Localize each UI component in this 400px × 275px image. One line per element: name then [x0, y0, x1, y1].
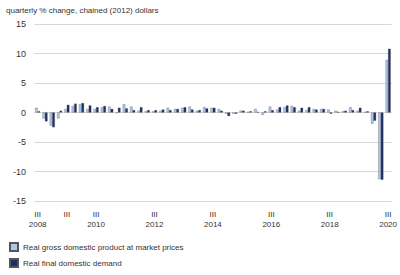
svg-text:III: III	[210, 210, 217, 219]
svg-text:III: III	[34, 210, 41, 219]
svg-text:0: 0	[21, 108, 26, 118]
svg-text:III: III	[93, 210, 100, 219]
svg-text:2010: 2010	[87, 220, 105, 229]
svg-text:-10: -10	[13, 167, 26, 177]
svg-text:2016: 2016	[262, 220, 280, 229]
svg-text:2008: 2008	[29, 220, 47, 229]
svg-text:2020: 2020	[379, 220, 397, 229]
svg-text:2018: 2018	[321, 220, 339, 229]
svg-text:15: 15	[16, 19, 26, 29]
svg-text:Real final domestic demand: Real final domestic demand	[23, 259, 122, 268]
svg-text:III: III	[385, 210, 392, 219]
svg-text:5: 5	[21, 78, 26, 88]
svg-text:-15: -15	[13, 196, 26, 206]
svg-text:2012: 2012	[146, 220, 164, 229]
svg-text:-5: -5	[18, 137, 26, 147]
svg-text:quarterly % change, chained (2: quarterly % change, chained (2012) dolla…	[6, 6, 159, 15]
svg-text:III: III	[64, 210, 71, 219]
svg-text:III: III	[268, 210, 275, 219]
svg-text:Real gross domestic product at: Real gross domestic product at market pr…	[23, 243, 184, 252]
svg-text:III: III	[151, 210, 158, 219]
svg-text:III: III	[326, 210, 333, 219]
svg-text:10: 10	[16, 49, 26, 59]
svg-text:2014: 2014	[204, 220, 222, 229]
